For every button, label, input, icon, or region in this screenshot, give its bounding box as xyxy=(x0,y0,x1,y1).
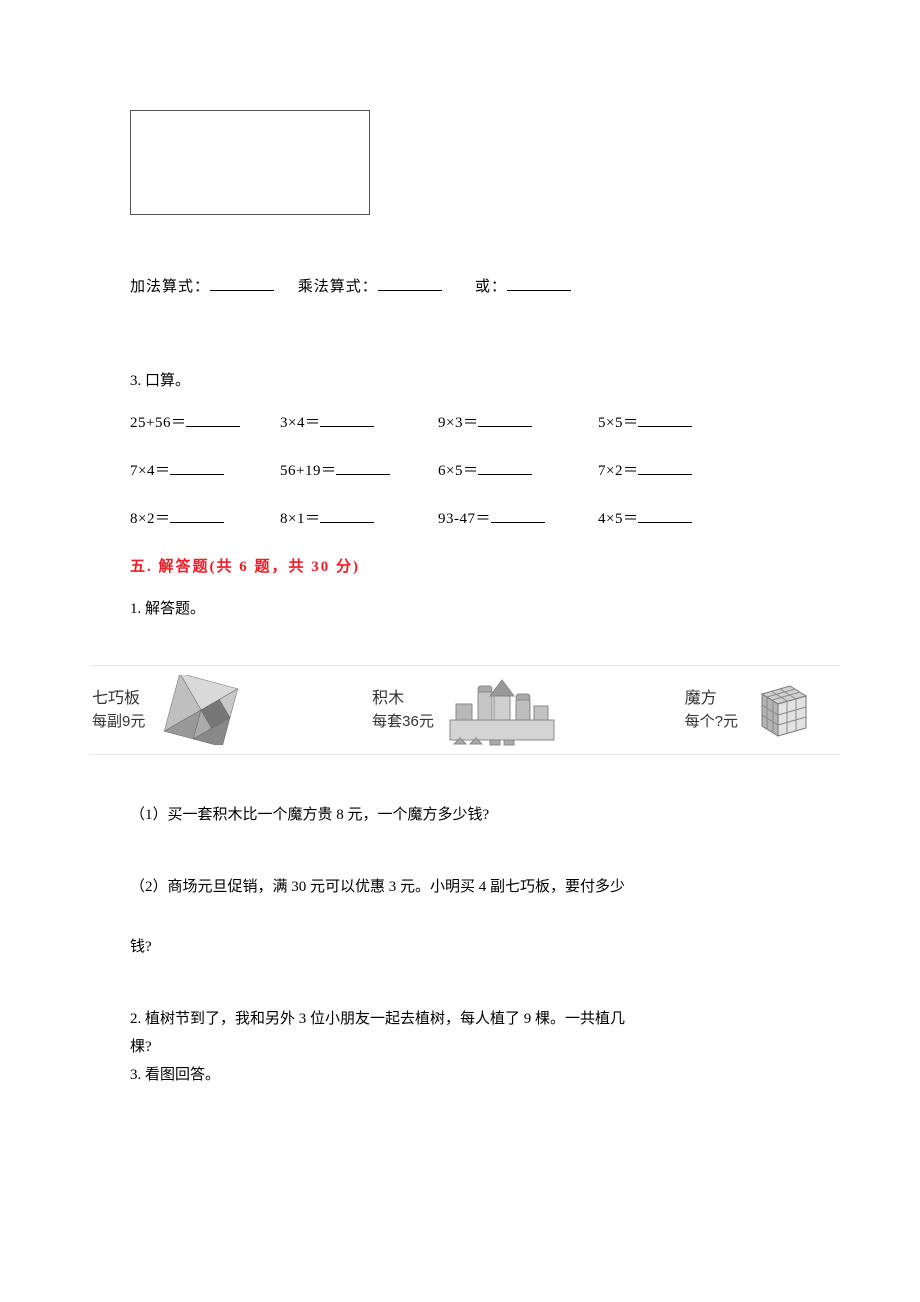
tangram-name: 七巧板 xyxy=(92,687,145,711)
calc-3-1: 8×2＝ xyxy=(130,511,170,527)
calc-3-3: 93-47＝ xyxy=(438,511,491,527)
addition-blank xyxy=(210,277,274,291)
blocks-price: 每套36元 xyxy=(372,711,434,734)
blocks-name: 积木 xyxy=(372,687,434,711)
q1-sub2-line1: （2）商场元旦促销，满 30 元可以优惠 3 元。小明买 4 副七巧板，要付多少 xyxy=(130,875,800,899)
calc-blank xyxy=(320,413,374,427)
calc-1-2: 3×4＝ xyxy=(280,415,320,431)
cube-icon xyxy=(746,678,810,742)
calc-blank xyxy=(186,413,240,427)
calc-row-3: 8×2＝ 8×1＝ 93-47＝ 4×5＝ xyxy=(130,507,800,531)
calc-blank xyxy=(478,413,532,427)
q3-title: 3. 口算。 xyxy=(130,369,800,393)
cube-name: 魔方 xyxy=(685,687,738,711)
blocks-icon xyxy=(442,674,562,746)
q2-line2: 棵? xyxy=(130,1035,800,1059)
calc-3-2: 8×1＝ xyxy=(280,511,320,527)
shop-item-tangram: 七巧板 每副9元 xyxy=(92,675,249,745)
multiplication-blank xyxy=(378,277,442,291)
calc-row-2: 7×4＝ 56+19＝ 6×5＝ 7×2＝ xyxy=(130,459,800,483)
q2-line1: 2. 植树节到了，我和另外 3 位小朋友一起去植树，每人植了 9 棵。一共植几 xyxy=(130,1007,800,1031)
calc-row-1: 25+56＝ 3×4＝ 9×3＝ 5×5＝ xyxy=(130,411,800,435)
multiplication-label: 乘法算式： xyxy=(298,279,378,295)
q1-sub2-line2: 钱? xyxy=(130,935,800,959)
calc-blank xyxy=(638,413,692,427)
q1-sub1: （1）买一套积木比一个魔方贵 8 元，一个魔方多少钱? xyxy=(130,803,800,827)
calc-blank xyxy=(170,509,224,523)
calc-2-1: 7×4＝ xyxy=(130,463,170,479)
cube-price: 每个?元 xyxy=(685,711,738,734)
calc-blank xyxy=(170,461,224,475)
shop-item-blocks: 积木 每套36元 xyxy=(372,674,562,746)
tangram-price: 每副9元 xyxy=(92,711,145,734)
calc-blank xyxy=(320,509,374,523)
calc-1-4: 5×5＝ xyxy=(598,415,638,431)
calc-1-1: 25+56＝ xyxy=(130,415,186,431)
shop-item-cube: 魔方 每个?元 xyxy=(685,678,810,742)
calc-3-4: 4×5＝ xyxy=(598,511,638,527)
calc-2-4: 7×2＝ xyxy=(598,463,638,479)
formula-line: 加法算式： 乘法算式： 或： xyxy=(130,275,800,299)
addition-label: 加法算式： xyxy=(130,279,210,295)
answer-box xyxy=(130,110,370,215)
calc-blank xyxy=(478,461,532,475)
calc-1-3: 9×3＝ xyxy=(438,415,478,431)
q3b-title: 3. 看图回答。 xyxy=(130,1063,800,1087)
shop-row: 七巧板 每副9元 积木 xyxy=(90,665,840,755)
calc-blank xyxy=(336,461,390,475)
or-label: 或： xyxy=(475,279,507,295)
calc-2-2: 56+19＝ xyxy=(280,463,336,479)
calc-blank xyxy=(638,509,692,523)
section-5-title: 五. 解答题(共 6 题，共 30 分) xyxy=(130,555,800,579)
tangram-icon xyxy=(153,675,249,745)
or-blank xyxy=(507,277,571,291)
calc-blank xyxy=(491,509,545,523)
calc-2-3: 6×5＝ xyxy=(438,463,478,479)
q1-title: 1. 解答题。 xyxy=(130,597,800,621)
calc-blank xyxy=(638,461,692,475)
